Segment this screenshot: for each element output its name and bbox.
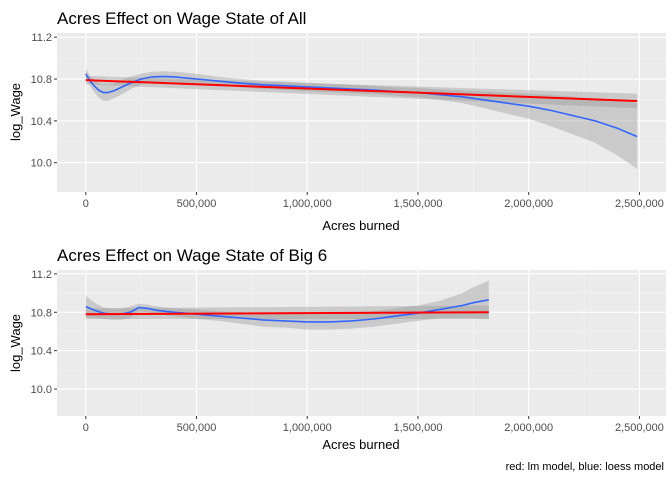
x-axis-ticks: 0 500,000 1,000,000 1,500,000 2,000,000 2,500… [83, 416, 664, 434]
y-tick-label: 10.8 [31, 74, 52, 86]
x-tick-label: 1,000,000 [283, 422, 332, 434]
gridlines [57, 270, 666, 416]
loess-confidence-band [85, 68, 638, 169]
chart-panel-all: Acres Effect on Wage State of All 10.010… [8, 9, 666, 233]
plot-background [57, 33, 666, 192]
x-axis-title: Acres burned [322, 437, 399, 452]
loess-line [85, 73, 638, 138]
y-axis-ticks: 10.0 10.4 10.8 11.2 [31, 269, 57, 396]
x-tick-label: 1,500,000 [394, 198, 443, 210]
x-axis-ticks: 0 500,000 1,000,000 1,500,000 2,000,000 2,500… [83, 192, 664, 210]
model-lines [85, 73, 638, 138]
x-tick-label: 2,000,000 [504, 198, 553, 210]
y-tick-label: 11.2 [31, 269, 52, 281]
figure-caption: red: lm model, blue: loess model [506, 461, 664, 473]
chart-panel-big6: Acres Effect on Wage State of Big 6 10.0… [8, 246, 666, 452]
y-tick-label: 11.2 [31, 32, 52, 44]
x-tick-label: 0 [83, 422, 89, 434]
x-tick-label: 500,000 [177, 198, 217, 210]
y-axis-title: log_Wage [8, 314, 23, 372]
x-tick-label: 2,500,000 [615, 422, 664, 434]
y-tick-label: 10.0 [31, 384, 52, 396]
y-axis-title: log_Wage [8, 83, 23, 141]
chart-title: Acres Effect on Wage State of All [57, 9, 306, 28]
chart-title: Acres Effect on Wage State of Big 6 [57, 246, 327, 265]
gridlines [57, 33, 666, 192]
x-tick-label: 0 [83, 198, 89, 210]
lm-confidence-band [85, 75, 638, 109]
y-axis-ticks: 10.0 10.4 10.8 11.2 [31, 32, 57, 170]
x-tick-label: 1,500,000 [394, 422, 443, 434]
lm-line [85, 79, 638, 102]
lm-line [85, 311, 489, 316]
y-tick-label: 10.4 [31, 116, 52, 128]
x-axis-title: Acres burned [322, 218, 399, 233]
x-tick-label: 2,500,000 [615, 198, 664, 210]
model-lines [85, 299, 489, 323]
y-tick-label: 10.0 [31, 158, 52, 170]
plot-background [57, 270, 666, 416]
x-tick-label: 500,000 [177, 422, 217, 434]
x-tick-label: 1,000,000 [283, 198, 332, 210]
y-tick-label: 10.4 [31, 346, 52, 358]
y-tick-label: 10.8 [31, 307, 52, 319]
x-tick-label: 2,000,000 [504, 422, 553, 434]
confidence-bands [85, 68, 638, 169]
